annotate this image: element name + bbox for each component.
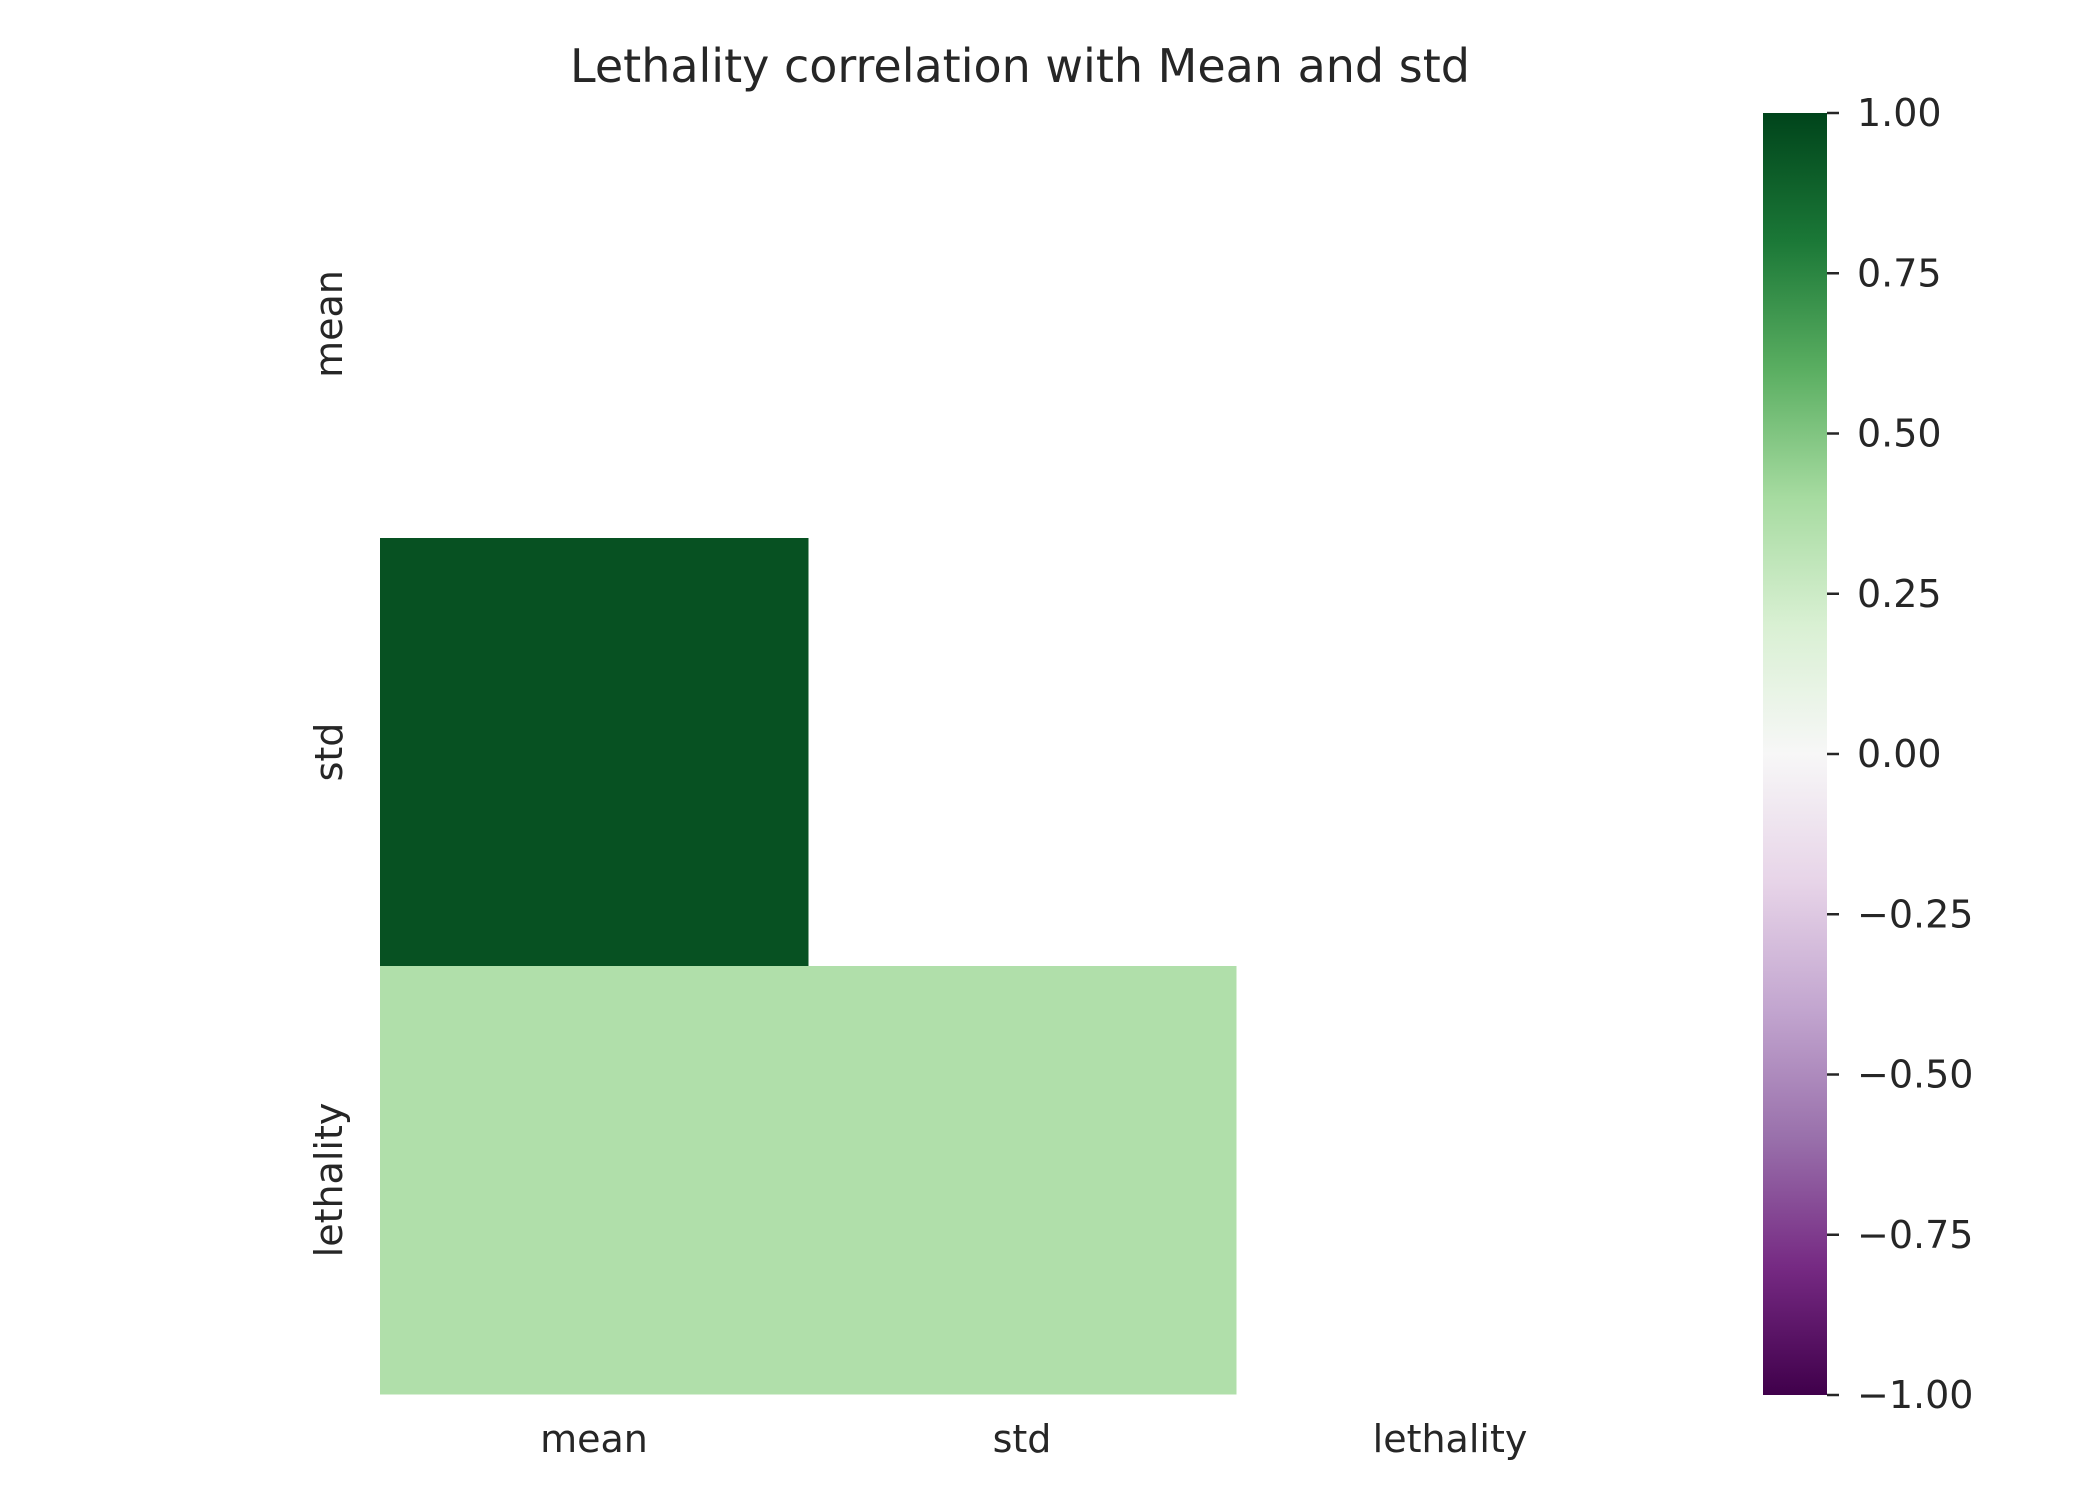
- colorbar-tick-label: 1.00: [1857, 91, 1942, 135]
- chart-title: Lethality correlation with Mean and std: [570, 39, 1470, 93]
- colorbar-ticks: 1.00 0.75 0.50 0.25 0.00 −0.25 −0.50 −0.75 −1.00: [1827, 91, 1973, 1417]
- x-axis-tick-labels: mean std lethality: [540, 1417, 1527, 1461]
- x-tick-label-std: std: [993, 1417, 1052, 1461]
- colorbar-tick-label: 0.25: [1857, 572, 1942, 616]
- y-axis-tick-labels: mean std lethality: [307, 270, 351, 1257]
- colorbar-tick-label: −0.50: [1857, 1053, 1973, 1097]
- x-tick-label-lethality: lethality: [1373, 1417, 1528, 1461]
- heatmap-cell-lethality-mean: [380, 966, 809, 1395]
- colorbar-tick-label: 0.50: [1857, 412, 1942, 456]
- colorbar-tick-label: −0.25: [1857, 892, 1973, 936]
- x-tick-label-mean: mean: [540, 1417, 648, 1461]
- colorbar-tick-label: −1.00: [1857, 1373, 1973, 1417]
- heatmap-cells: [380, 538, 1237, 1395]
- y-tick-label-mean: mean: [307, 270, 351, 378]
- y-tick-label-lethality: lethality: [307, 1103, 351, 1258]
- colorbar-tick-label: 0.00: [1857, 732, 1942, 776]
- colorbar: [1763, 113, 1827, 1395]
- colorbar-tick-label: 0.75: [1857, 251, 1942, 295]
- y-tick-label-std: std: [307, 723, 351, 782]
- heatmap-cell-std-mean: [380, 538, 809, 967]
- colorbar-tick-label: −0.75: [1857, 1213, 1973, 1257]
- heatmap-cell-lethality-std: [808, 966, 1237, 1395]
